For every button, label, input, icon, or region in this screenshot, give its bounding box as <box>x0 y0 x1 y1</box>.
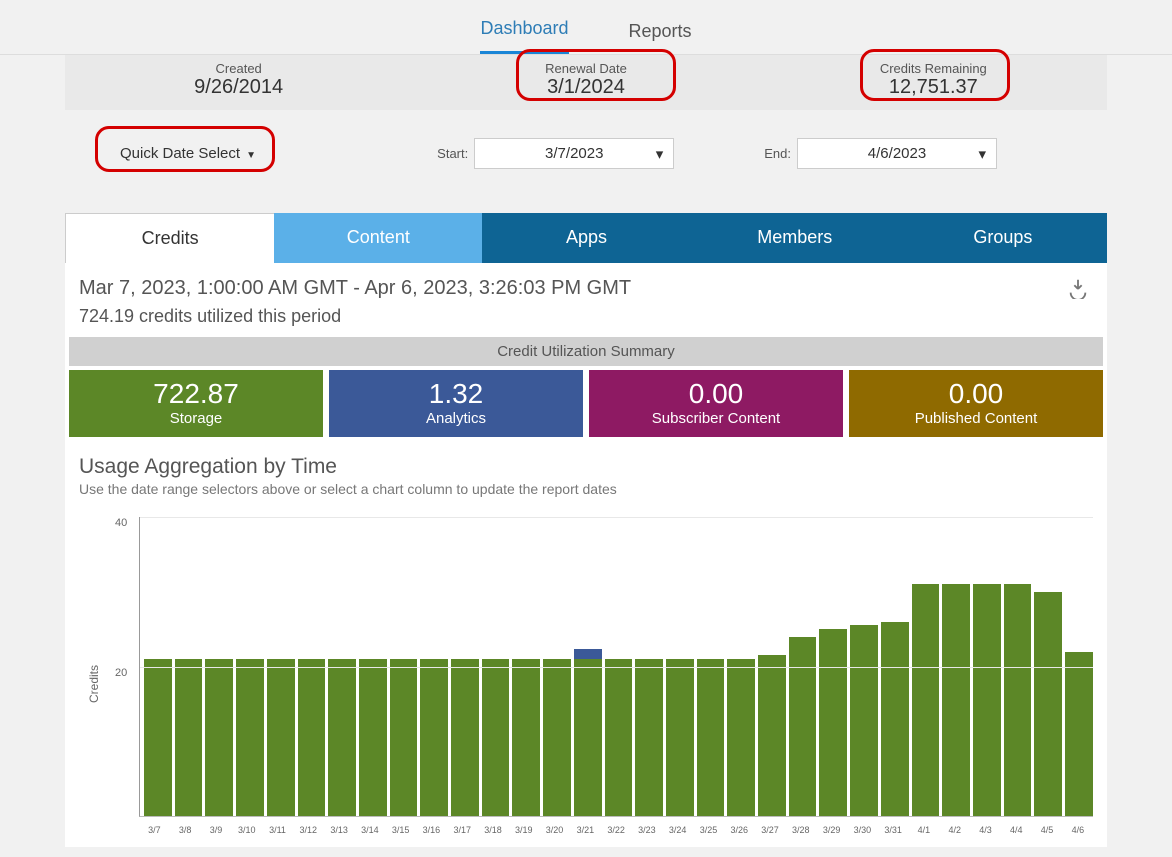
start-date-input[interactable]: 3/7/2023 <box>474 138 674 169</box>
x-tick: 3/15 <box>385 825 416 835</box>
download-icon[interactable] <box>1067 277 1089 299</box>
highlight-credits <box>860 49 1010 101</box>
x-tick: 3/28 <box>785 825 816 835</box>
tab-content[interactable]: Content <box>274 213 482 263</box>
tab-credits[interactable]: Credits <box>65 213 274 263</box>
published-value: 0.00 <box>849 378 1103 410</box>
x-tick: 3/9 <box>201 825 232 835</box>
x-axis-labels: 3/73/83/93/103/113/123/133/143/153/163/1… <box>139 825 1093 835</box>
storage-value: 722.87 <box>69 378 323 410</box>
x-tick: 3/18 <box>478 825 509 835</box>
end-date-group: End: 4/6/2023 <box>764 138 997 169</box>
x-tick: 4/4 <box>1001 825 1032 835</box>
end-label: End: <box>764 146 791 161</box>
x-tick: 3/11 <box>262 825 293 835</box>
info-renewal: Renewal Date 3/1/2024 <box>412 55 759 110</box>
x-tick: 4/6 <box>1062 825 1093 835</box>
x-tick: 3/14 <box>354 825 385 835</box>
info-row: Created 9/26/2014 Renewal Date 3/1/2024 … <box>65 55 1107 110</box>
top-nav: Dashboard Reports <box>0 0 1172 55</box>
y-axis-label: Credits <box>87 665 101 703</box>
x-tick: 4/5 <box>1032 825 1063 835</box>
x-tick: 3/26 <box>724 825 755 835</box>
usage-chart: Credits 3/73/83/93/103/113/123/133/143/1… <box>125 507 1093 847</box>
end-date-input[interactable]: 4/6/2023 <box>797 138 997 169</box>
x-tick: 3/10 <box>231 825 262 835</box>
chart-plot <box>139 517 1093 817</box>
card-published[interactable]: 0.00 Published Content <box>849 370 1103 437</box>
x-tick: 4/2 <box>939 825 970 835</box>
x-tick: 3/20 <box>539 825 570 835</box>
x-tick: 3/23 <box>632 825 663 835</box>
x-tick: 3/29 <box>816 825 847 835</box>
chart-subtitle: Use the date range selectors above or se… <box>65 481 1107 507</box>
published-label: Published Content <box>849 410 1103 427</box>
created-value: 9/26/2014 <box>65 76 412 99</box>
chart-title: Usage Aggregation by Time <box>65 441 1107 481</box>
x-tick: 4/3 <box>970 825 1001 835</box>
subscriber-value: 0.00 <box>589 378 843 410</box>
tab-apps[interactable]: Apps <box>482 213 690 263</box>
card-analytics[interactable]: 1.32 Analytics <box>329 370 583 437</box>
subscriber-label: Subscriber Content <box>589 410 843 427</box>
x-tick: 3/27 <box>755 825 786 835</box>
created-label: Created <box>65 61 412 76</box>
filter-row: Quick Date Select Start: 3/7/2023 End: 4… <box>65 128 1107 178</box>
start-label: Start: <box>437 146 468 161</box>
x-tick: 3/8 <box>170 825 201 835</box>
info-created: Created 9/26/2014 <box>65 55 412 110</box>
summary-header: Credit Utilization Summary <box>69 337 1103 366</box>
x-tick: 3/30 <box>847 825 878 835</box>
x-tick: 3/12 <box>293 825 324 835</box>
section-tabs: Credits Content Apps Members Groups <box>65 213 1107 263</box>
highlight-renewal <box>516 49 676 101</box>
x-tick: 3/17 <box>447 825 478 835</box>
x-tick: 3/13 <box>324 825 355 835</box>
card-subscriber[interactable]: 0.00 Subscriber Content <box>589 370 843 437</box>
x-tick: 3/24 <box>662 825 693 835</box>
start-date-group: Start: 3/7/2023 <box>437 138 674 169</box>
tab-members[interactable]: Members <box>691 213 899 263</box>
main-card: Credits Content Apps Members Groups Mar … <box>65 213 1107 847</box>
x-tick: 3/25 <box>693 825 724 835</box>
credits-utilized-text: 724.19 credits utilized this period <box>65 302 1107 337</box>
info-credits: Credits Remaining 12,751.37 <box>760 55 1107 110</box>
x-tick: 3/22 <box>601 825 632 835</box>
tab-groups[interactable]: Groups <box>899 213 1107 263</box>
x-tick: 3/21 <box>570 825 601 835</box>
analytics-value: 1.32 <box>329 378 583 410</box>
x-tick: 3/7 <box>139 825 170 835</box>
x-tick: 3/19 <box>508 825 539 835</box>
x-tick: 3/16 <box>416 825 447 835</box>
x-tick: 4/1 <box>909 825 940 835</box>
storage-label: Storage <box>69 410 323 427</box>
x-tick: 3/31 <box>878 825 909 835</box>
card-storage[interactable]: 722.87 Storage <box>69 370 323 437</box>
analytics-label: Analytics <box>329 410 583 427</box>
date-range-text: Mar 7, 2023, 1:00:00 AM GMT - Apr 6, 202… <box>65 263 1107 302</box>
summary-cards: 722.87 Storage 1.32 Analytics 0.00 Subsc… <box>65 366 1107 441</box>
quick-date-select[interactable]: Quick Date Select <box>110 139 266 168</box>
